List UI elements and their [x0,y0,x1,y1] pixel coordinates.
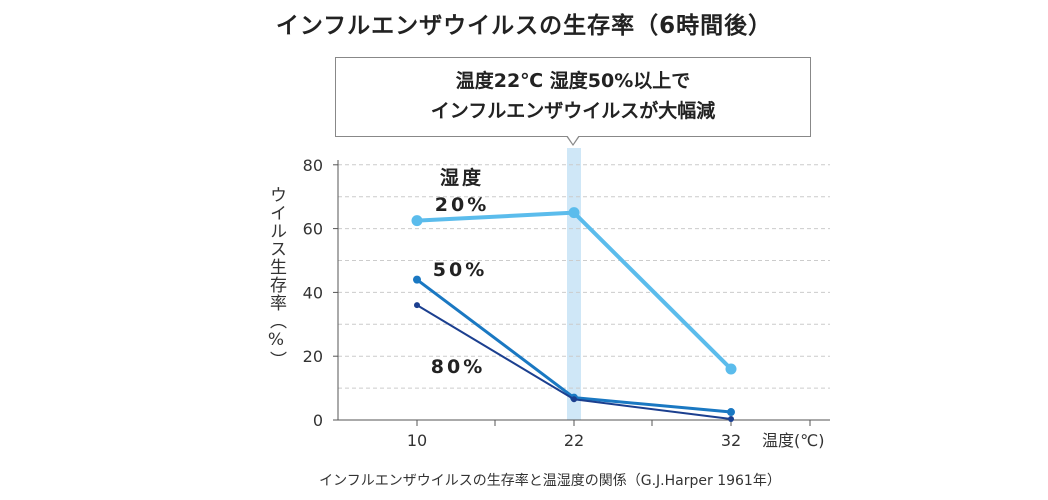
chart-title: インフルエンザウイルスの生存率（6時間後） [275,13,773,39]
callout-tail-inner [567,135,579,144]
data-point [727,408,735,417]
data-point [411,215,423,227]
y-tick-label: 60 [303,220,323,239]
y-tick-label: 80 [303,156,323,175]
x-axis-label: 温度(℃) [762,431,824,450]
series-label: 80% [431,356,485,378]
series-label: 50% [433,259,487,281]
chart-caption: インフルエンザウイルスの生存率と温湿度の関係（G.J.Harper 1961年） [319,473,781,489]
y-tick-label: 20 [303,347,323,366]
data-point [414,302,420,309]
callout-line-1: 温度22℃ 湿度50%以上で [455,70,691,92]
data-point [571,396,577,403]
y-axis-label: ウイルス生存率（%） [266,186,286,369]
x-tick-label: 10 [407,431,427,450]
callout-line-2: インフルエンザウイルスが大幅減 [430,100,716,122]
data-point [728,416,734,423]
highlight-band [567,148,581,420]
y-tick-label: 40 [303,283,323,302]
data-point [413,275,421,284]
callout-box: 温度22℃ 湿度50%以上で インフルエンザウイルスが大幅減 [335,57,811,137]
y-tick-label: 0 [313,411,323,430]
data-point [568,207,580,219]
series-label: 20% [435,194,489,216]
x-tick-label: 32 [721,431,741,450]
x-tick-label: 22 [564,431,584,450]
series-label: 湿度 [440,166,484,189]
data-point [725,363,737,375]
